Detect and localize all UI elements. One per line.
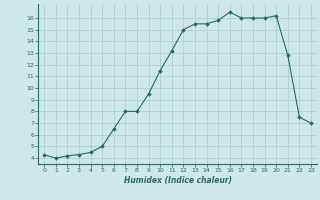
X-axis label: Humidex (Indice chaleur): Humidex (Indice chaleur) [124, 176, 232, 185]
